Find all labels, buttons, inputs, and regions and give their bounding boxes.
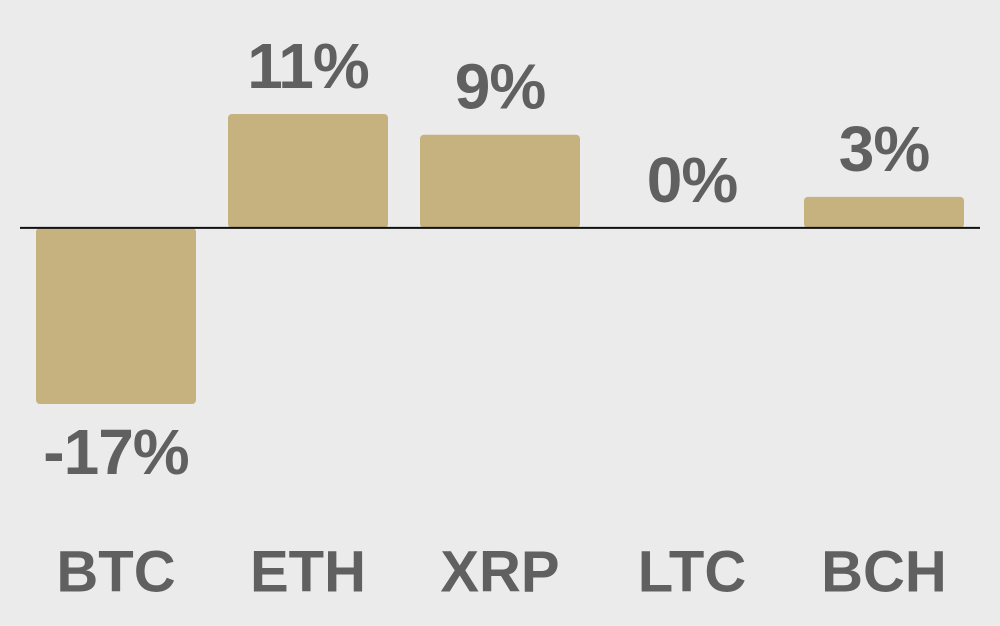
- x-tick-label: BCH: [821, 539, 947, 604]
- bar: [228, 114, 388, 228]
- x-tick-label: LTC: [638, 539, 746, 604]
- value-label: -17%: [43, 416, 189, 488]
- bar: [36, 227, 196, 404]
- value-label: 3%: [839, 113, 930, 185]
- value-label: 0%: [647, 144, 738, 216]
- bar: [804, 196, 964, 228]
- x-tick-label: ETH: [250, 539, 366, 604]
- x-tick-label: XRP: [440, 539, 559, 604]
- value-label: 11%: [247, 30, 369, 102]
- bar: [420, 134, 580, 228]
- x-tick-label: BTC: [56, 539, 175, 604]
- value-label: 9%: [455, 51, 546, 123]
